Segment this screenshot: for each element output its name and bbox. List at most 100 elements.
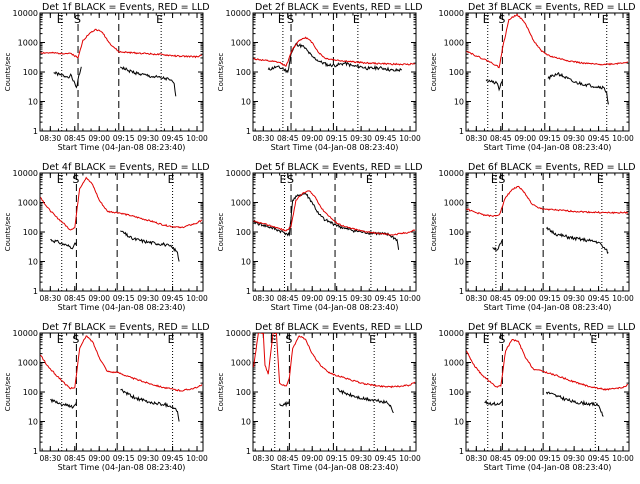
panel-title: Det 7f BLACK = Events, RED = LLD <box>42 322 210 333</box>
y-tick-label: 100 <box>449 68 464 77</box>
y-tick-label: 1 <box>459 127 464 136</box>
x-tick-label: 09:15 <box>113 134 135 143</box>
x-tick-label: 09:45 <box>375 294 397 303</box>
x-tick-label: 09:45 <box>588 294 610 303</box>
x-tick-label: 08:30 <box>253 454 275 463</box>
chart-panel-8: Det 8f BLACK = Events, RED = LLD 1 10 100 10… <box>217 322 423 472</box>
y-tick-label: 10 <box>28 258 38 267</box>
marker-label-left: E <box>270 333 277 346</box>
lld-series-line <box>40 176 203 231</box>
y-tick-label: 10 <box>454 418 464 427</box>
x-tick-label: 09:45 <box>162 134 184 143</box>
events-series-line <box>50 238 77 250</box>
plot-frame <box>39 332 204 452</box>
x-tick-label: 08:45 <box>64 134 86 143</box>
x-tick-label: 08:45 <box>490 134 512 143</box>
x-tick-label: 08:45 <box>490 294 512 303</box>
x-tick-label: 08:45 <box>277 454 299 463</box>
x-tick-label: 09:30 <box>563 454 585 463</box>
x-tick-label: 09:45 <box>162 454 184 463</box>
panel-title: Det 4f BLACK = Events, RED = LLD <box>42 162 210 173</box>
y-tick-label: 1000 <box>231 39 251 48</box>
y-tick-label: 10000 <box>439 9 464 18</box>
x-tick-label: 09:30 <box>137 134 159 143</box>
x-tick-label: 09:15 <box>113 294 135 303</box>
events-series-line <box>492 239 503 252</box>
x-tick-label: 08:45 <box>64 454 86 463</box>
x-tick-label: 09:30 <box>563 294 585 303</box>
y-tick-label: 1000 <box>231 359 251 368</box>
marker-label-left: E <box>57 13 64 26</box>
panel-title: Det 2f BLACK = Events, RED = LLD <box>255 2 423 13</box>
x-tick-label: 08:45 <box>277 134 299 143</box>
lld-series-line <box>466 13 629 69</box>
lld-series-line <box>253 36 415 67</box>
x-tick-label: 09:15 <box>113 454 135 463</box>
x-tick-label: 10:00 <box>399 454 421 463</box>
events-series-line <box>53 66 82 89</box>
x-axis-label: Start Time (04-Jan-08 08:23:40) <box>271 463 399 472</box>
x-tick-label: 09:15 <box>539 134 561 143</box>
y-tick-label: 10000 <box>439 329 464 338</box>
y-tick-label: 1 <box>33 447 38 456</box>
x-tick-label: 09:30 <box>350 294 372 303</box>
marker-label-left: E <box>491 173 498 186</box>
x-tick-label: 09:00 <box>514 454 536 463</box>
y-tick-label: 10 <box>28 98 38 107</box>
x-tick-label: 08:45 <box>64 294 86 303</box>
y-tick-label: 100 <box>23 228 38 237</box>
x-axis-label: Start Time (04-Jan-08 08:23:40) <box>271 303 399 312</box>
chart-panel-6: Det 6f BLACK = Events, RED = LLD 1 10 100 10… <box>430 162 636 312</box>
y-tick-label: 1 <box>459 287 464 296</box>
x-tick-label: 09:00 <box>301 134 323 143</box>
events-series-line <box>120 66 177 97</box>
lld-series-line <box>40 335 203 392</box>
lld-series-line <box>40 28 203 59</box>
y-tick-label: 1 <box>459 447 464 456</box>
events-series-line <box>547 72 609 105</box>
y-axis-label: Counts/sec <box>217 373 225 412</box>
x-tick-label: 08:30 <box>466 134 488 143</box>
x-axis-label: Start Time (04-Jan-08 08:23:40) <box>271 143 399 152</box>
x-tick-label: 09:00 <box>514 134 536 143</box>
x-tick-label: 09:00 <box>301 294 323 303</box>
marker-label-left: E <box>57 333 64 346</box>
x-tick-label: 08:30 <box>466 294 488 303</box>
panel-title: Det 9f BLACK = Events, RED = LLD <box>468 322 636 333</box>
marker-label-left: E <box>483 13 490 26</box>
plot-frame <box>252 172 417 292</box>
x-tick-label: 09:15 <box>326 294 348 303</box>
x-tick-label: 08:45 <box>490 454 512 463</box>
x-tick-label: 09:00 <box>514 294 536 303</box>
y-tick-label: 10000 <box>439 169 464 178</box>
panel-title: Det 1f BLACK = Events, RED = LLD <box>42 2 210 13</box>
lld-series-line <box>466 185 629 218</box>
x-tick-label: 10:00 <box>612 294 634 303</box>
x-tick-label: 09:15 <box>539 454 561 463</box>
events-series-line <box>485 79 503 92</box>
events-series-line <box>253 192 400 250</box>
x-tick-label: 09:00 <box>88 134 110 143</box>
chart-panel-1: Det 1f BLACK = Events, RED = LLD 1 10 100 10… <box>4 2 210 152</box>
events-series-line <box>267 42 402 74</box>
lld-series-line <box>253 333 416 389</box>
y-axis-label: Counts/sec <box>4 53 12 92</box>
chart-panel-4: Det 4f BLACK = Events, RED = LLD 1 10 100 10… <box>4 162 210 312</box>
y-tick-label: 10000 <box>13 329 38 338</box>
marker-label-right: E <box>156 13 163 26</box>
y-tick-label: 1000 <box>18 359 38 368</box>
y-axis-label: Counts/sec <box>430 53 438 92</box>
x-tick-label: 10:00 <box>399 134 421 143</box>
plot-frame <box>465 172 630 292</box>
marker-label-right: E <box>602 13 609 26</box>
x-tick-label: 09:00 <box>88 294 110 303</box>
y-tick-label: 1000 <box>444 359 464 368</box>
x-tick-label: 10:00 <box>612 134 634 143</box>
x-tick-label: 08:30 <box>40 454 62 463</box>
marker-label-right: E <box>369 333 376 346</box>
y-axis-label: Counts/sec <box>430 373 438 412</box>
y-tick-label: 1 <box>246 447 251 456</box>
x-tick-label: 09:30 <box>563 134 585 143</box>
